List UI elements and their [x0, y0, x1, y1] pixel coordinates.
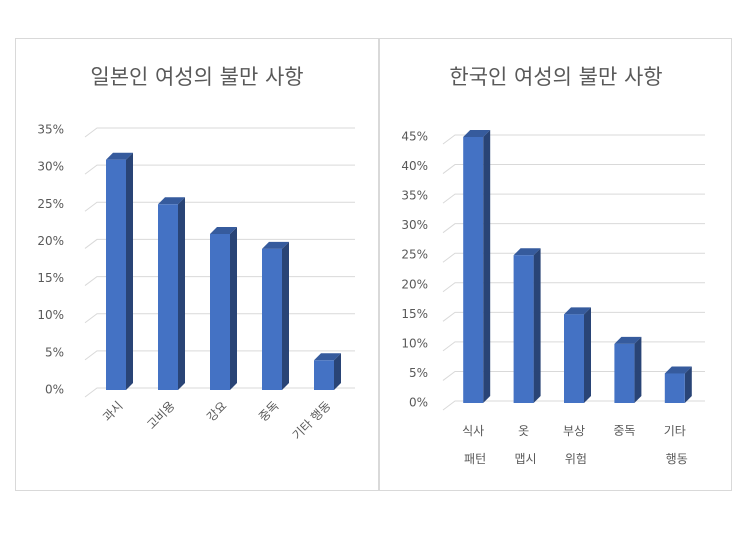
grid-line — [84, 238, 355, 249]
grid-line — [84, 164, 355, 175]
y-tick-label: 0% — [409, 396, 428, 410]
bar-side — [178, 197, 185, 390]
y-tick-label: 5% — [409, 366, 428, 380]
y-tick-label: 35% — [401, 189, 428, 203]
grid-line — [442, 164, 705, 174]
bar — [664, 373, 685, 403]
y-tick-label: 20% — [401, 277, 428, 291]
chart-title: 일본인 여성의 불만 사항 — [90, 65, 303, 89]
x-tick-label: 중독 — [613, 424, 635, 438]
x-tick-label: 기타 행동 — [662, 424, 688, 466]
x-tick-label: 식사 패턴 — [460, 424, 486, 466]
grid-line — [442, 193, 705, 204]
bar-side — [634, 336, 642, 403]
bar — [314, 360, 334, 390]
bar-top — [106, 152, 133, 160]
y-tick-label: 25% — [401, 248, 428, 262]
bar-side — [230, 227, 237, 390]
x-tick-label: 부상 위험 — [561, 424, 587, 466]
y-tick-label: 20% — [37, 234, 64, 248]
bar — [463, 137, 484, 403]
y-tick-label: 25% — [37, 197, 64, 211]
y-tick-label: 0% — [45, 383, 64, 397]
bar-side — [684, 366, 692, 403]
x-tick-label: 옷 맵시 — [511, 424, 537, 466]
y-tick-label: 15% — [401, 307, 428, 321]
grid-line — [442, 282, 705, 293]
y-tick-label: 10% — [37, 308, 64, 322]
bar — [513, 255, 534, 403]
bar — [262, 248, 282, 390]
chart-title: 한국인 여성의 불만 사항 — [449, 65, 662, 89]
y-tick-label: 10% — [401, 336, 428, 350]
bar-top — [513, 248, 541, 256]
grid-line — [84, 127, 355, 138]
bar-top — [463, 130, 491, 137]
bar-top — [262, 241, 289, 249]
y-tick-label: 15% — [37, 271, 64, 285]
y-tick-label: 45% — [401, 130, 428, 144]
y-tick-label: 35% — [37, 123, 64, 137]
bar-top — [210, 227, 237, 234]
bar-top — [614, 336, 642, 344]
bar-side — [584, 307, 591, 403]
grid-line — [442, 134, 705, 145]
y-tick-label: 40% — [401, 159, 428, 173]
y-tick-label: 30% — [401, 218, 428, 232]
bar-side — [483, 130, 491, 403]
bar-top — [158, 197, 185, 205]
bar — [158, 204, 178, 390]
bar-side — [282, 241, 289, 390]
bar — [210, 234, 230, 390]
bar-side — [533, 248, 541, 403]
grid-line — [442, 311, 705, 322]
chart-frame — [15, 38, 379, 491]
bar — [564, 314, 584, 403]
chart-frame — [379, 38, 732, 491]
bar-top — [664, 366, 692, 374]
grid-line — [84, 201, 355, 212]
bar-side — [126, 152, 133, 390]
y-tick-label: 30% — [37, 160, 64, 174]
bar — [106, 159, 126, 390]
bar-top — [564, 307, 591, 315]
bar-top — [314, 353, 341, 361]
grid-line — [442, 223, 705, 234]
grid-line — [442, 252, 705, 263]
y-tick-label: 5% — [45, 345, 64, 359]
bar-side — [334, 353, 341, 390]
bar — [614, 343, 635, 403]
